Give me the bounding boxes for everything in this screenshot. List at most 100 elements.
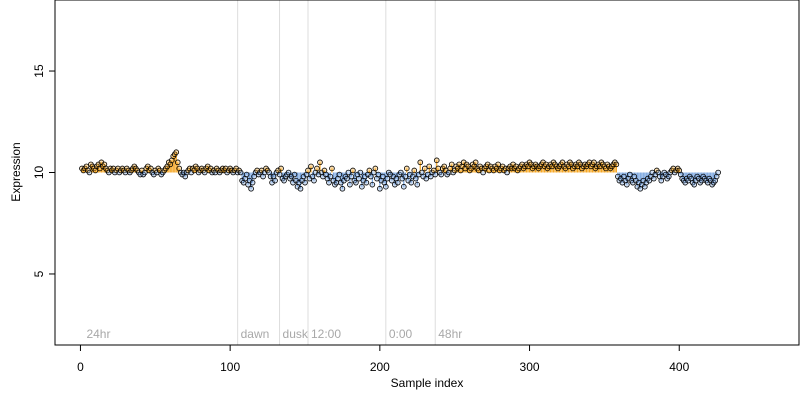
data-point	[375, 171, 382, 178]
data-point	[347, 181, 353, 188]
deviation-bar	[317, 172, 320, 175]
deviation-bar	[82, 170, 85, 173]
data-point	[326, 179, 332, 186]
y-axis: 5 10 15	[32, 64, 55, 277]
deviation-bar	[246, 172, 248, 175]
data-point	[356, 175, 362, 182]
annotation-label-5: 48hr	[438, 327, 462, 341]
deviation-bar	[434, 172, 436, 175]
deviation-bar	[397, 172, 399, 183]
deviation-bar	[614, 162, 616, 173]
deviation-bar	[579, 164, 582, 173]
data-point	[317, 159, 323, 166]
deviation-bar	[238, 170, 240, 173]
deviation-bar	[563, 166, 565, 173]
deviation-bar	[87, 170, 89, 173]
data-point	[372, 165, 379, 172]
deviation-bar	[257, 172, 260, 175]
annotation-label-3: 12:00	[311, 327, 341, 341]
deviation-bar	[558, 166, 561, 173]
deviation-bar	[542, 162, 544, 173]
deviation-bar	[234, 170, 236, 173]
data-point	[353, 179, 359, 186]
x-tick-label: 400	[669, 360, 689, 374]
deviation-bar	[624, 172, 626, 181]
data-point	[433, 157, 440, 164]
y-tick-label: 5	[32, 270, 46, 277]
annotation-label-1: dawn	[241, 327, 270, 341]
deviation-bar	[627, 172, 629, 179]
deviation-bar	[548, 166, 550, 173]
data-point	[86, 169, 93, 176]
deviation-bar	[455, 166, 457, 173]
deviation-bar	[217, 170, 219, 173]
deviation-bar	[467, 166, 469, 173]
x-axis-label: Sample index	[391, 376, 464, 390]
deviation-bar	[199, 170, 201, 173]
data-point	[314, 165, 320, 172]
data-point	[336, 171, 343, 178]
deviation-bar	[301, 172, 303, 181]
data-point	[359, 183, 365, 190]
data-point	[249, 179, 256, 186]
deviation-bar	[638, 172, 640, 183]
deviation-bar	[440, 172, 442, 175]
deviation-bar	[260, 170, 263, 173]
deviation-bar	[181, 172, 183, 175]
deviation-bar	[445, 170, 447, 173]
deviation-bar	[551, 166, 553, 173]
deviation-bar	[666, 172, 668, 179]
data-point	[402, 173, 409, 180]
data-point	[613, 161, 620, 168]
deviation-bar	[352, 170, 354, 173]
deviation-bar	[620, 172, 622, 179]
deviation-bar	[335, 172, 338, 183]
deviation-bar	[123, 170, 125, 173]
deviation-bar	[340, 172, 342, 183]
data-point	[248, 185, 254, 192]
deviation-bar	[501, 166, 504, 173]
x-tick-label: 100	[220, 360, 240, 374]
data-point	[174, 159, 181, 166]
deviation-bar	[699, 172, 701, 183]
data-points	[79, 149, 721, 192]
deviation-bar	[271, 172, 273, 183]
data-point	[297, 185, 304, 192]
data-point	[327, 173, 334, 180]
deviation-bar	[671, 170, 673, 173]
deviation-bar	[274, 172, 276, 181]
annotation-label-2: dusk	[283, 327, 309, 341]
deviation-bar	[469, 170, 471, 173]
data-point	[426, 163, 433, 170]
deviation-bar	[130, 170, 132, 173]
deviation-bar	[292, 172, 294, 183]
deviation-bar	[376, 172, 378, 179]
deviation-bar	[326, 172, 329, 179]
deviation-bar	[463, 162, 465, 173]
deviation-bar	[177, 162, 179, 173]
deviation-bar	[252, 172, 254, 183]
data-point	[627, 171, 633, 178]
deviation-bar	[286, 172, 288, 175]
deviation-bar	[213, 170, 215, 173]
deviation-bar	[475, 162, 477, 173]
deviation-bar	[100, 162, 103, 173]
data-point	[403, 165, 410, 172]
deviation-bar	[590, 166, 592, 173]
deviation-bar	[409, 172, 411, 175]
data-point	[350, 167, 356, 174]
deviation-bar	[136, 170, 138, 173]
x-tick-label: 0	[77, 360, 84, 374]
deviation-bar	[629, 172, 631, 175]
deviation-bar	[573, 166, 576, 173]
data-point	[417, 159, 424, 166]
deviation-bar	[708, 172, 710, 179]
deviation-bar	[166, 166, 168, 173]
x-tick-label: 200	[370, 360, 390, 374]
deviation-bar	[193, 170, 195, 173]
deviation-bar	[163, 170, 165, 173]
deviation-bar	[567, 166, 570, 173]
deviation-bar	[308, 172, 311, 179]
deviation-bar	[499, 170, 501, 173]
